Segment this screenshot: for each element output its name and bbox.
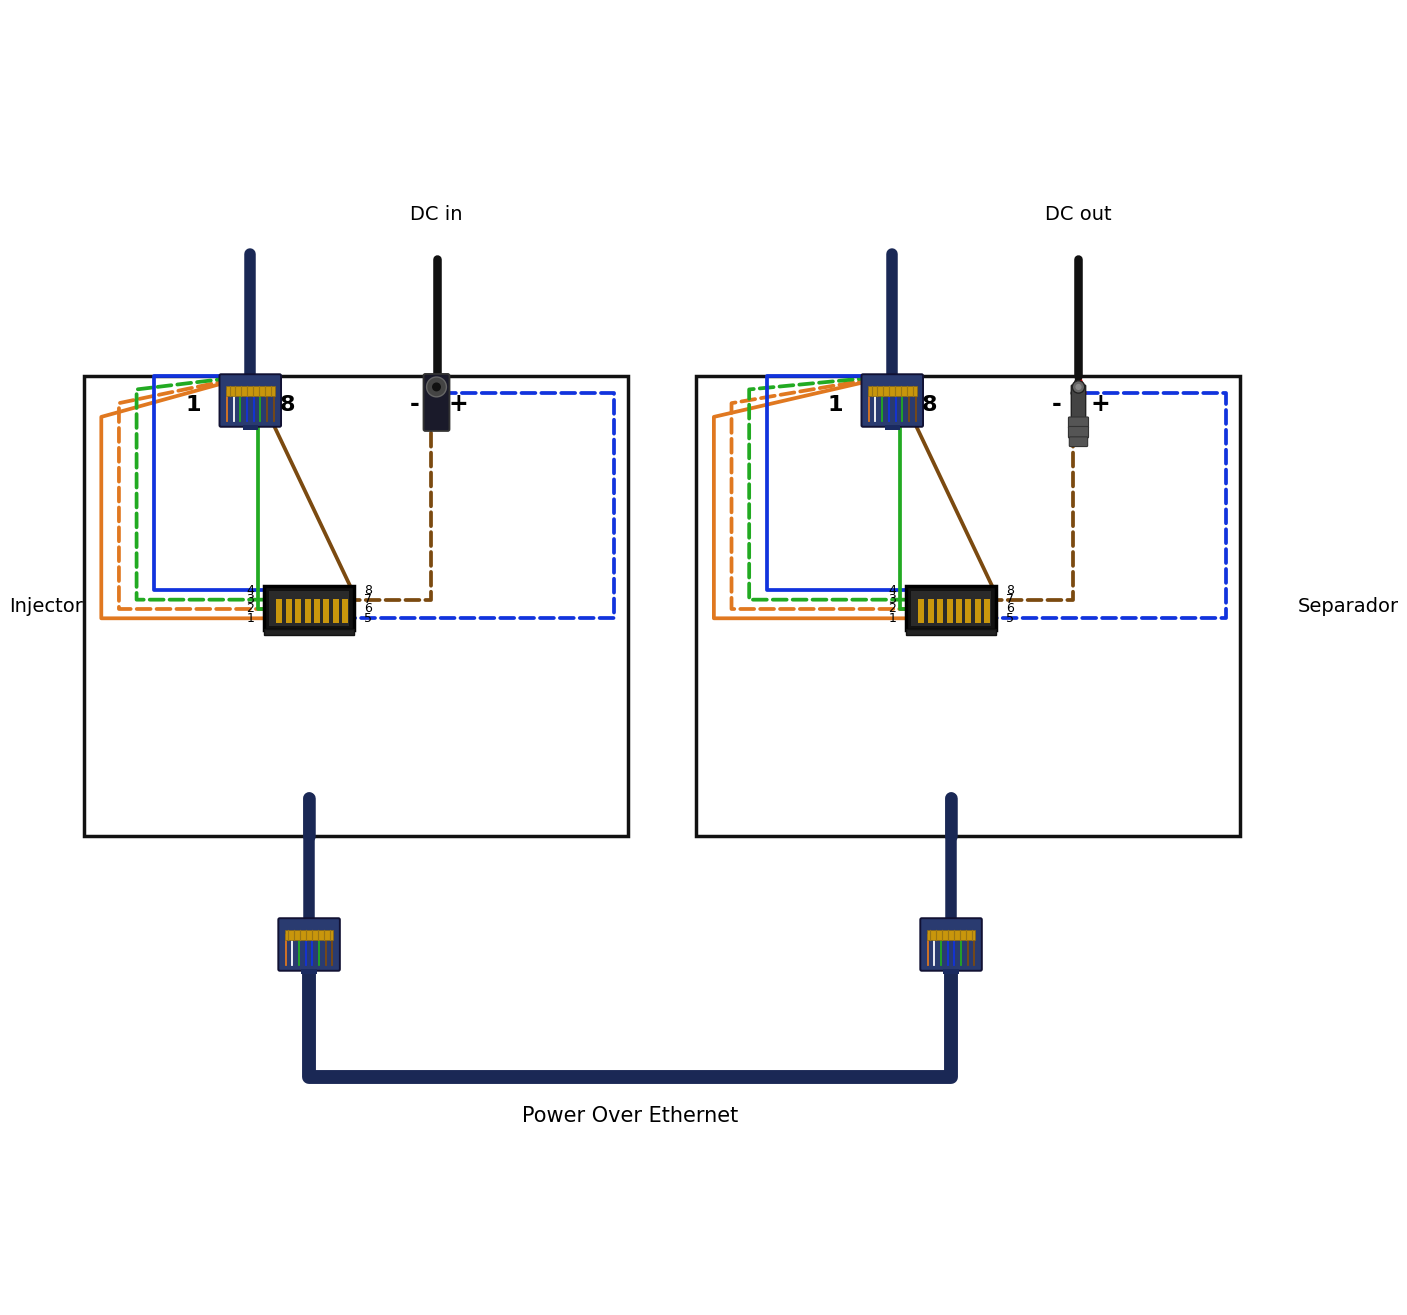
Bar <box>927 930 975 939</box>
FancyBboxPatch shape <box>1068 426 1089 438</box>
Bar <box>276 598 283 623</box>
FancyBboxPatch shape <box>1069 437 1088 447</box>
Bar <box>985 598 991 623</box>
Bar <box>919 598 924 623</box>
Bar <box>301 969 317 974</box>
Bar <box>947 598 953 623</box>
FancyBboxPatch shape <box>219 375 281 427</box>
Bar <box>975 598 981 623</box>
Text: 1: 1 <box>246 611 255 625</box>
Bar <box>906 629 996 635</box>
Text: 8: 8 <box>1006 584 1014 597</box>
Bar <box>696 376 1240 836</box>
FancyBboxPatch shape <box>920 918 982 970</box>
Bar <box>83 376 628 836</box>
Bar <box>333 598 339 623</box>
Bar <box>284 930 333 939</box>
Text: 8: 8 <box>922 394 937 416</box>
Text: 6: 6 <box>1006 602 1014 615</box>
FancyBboxPatch shape <box>861 375 923 427</box>
Bar <box>910 590 991 626</box>
Text: DC in: DC in <box>411 205 463 224</box>
Bar <box>242 425 257 430</box>
Bar <box>269 590 349 626</box>
Circle shape <box>1072 381 1085 393</box>
Bar <box>937 598 943 623</box>
Bar <box>927 598 934 623</box>
Text: 7: 7 <box>1006 593 1014 606</box>
FancyBboxPatch shape <box>424 373 449 431</box>
Text: -: - <box>1052 392 1062 416</box>
Text: Injector: Injector <box>10 597 83 615</box>
Text: 5: 5 <box>1006 611 1014 625</box>
Bar <box>944 969 958 974</box>
Circle shape <box>1075 384 1082 391</box>
Circle shape <box>426 377 446 397</box>
Bar <box>868 385 916 396</box>
Bar <box>342 598 349 623</box>
Bar <box>955 598 962 623</box>
Text: DC out: DC out <box>1045 205 1112 224</box>
Text: -: - <box>409 392 419 416</box>
Bar <box>227 385 274 396</box>
Text: +: + <box>1090 392 1110 416</box>
Bar <box>885 425 900 430</box>
Bar <box>324 598 329 623</box>
Bar <box>304 598 311 623</box>
Text: 6: 6 <box>364 602 371 615</box>
Text: 8: 8 <box>364 584 371 597</box>
Text: Separador: Separador <box>1297 597 1399 615</box>
Bar <box>906 586 996 630</box>
Text: 1: 1 <box>827 394 843 416</box>
Bar <box>263 629 355 635</box>
Bar <box>314 598 319 623</box>
Text: 7: 7 <box>364 593 371 606</box>
FancyBboxPatch shape <box>1071 385 1086 427</box>
FancyBboxPatch shape <box>279 918 340 970</box>
Bar <box>965 598 971 623</box>
Bar <box>286 598 291 623</box>
Text: +: + <box>449 392 469 416</box>
Text: 3: 3 <box>888 593 896 606</box>
Text: 1: 1 <box>888 611 896 625</box>
Bar <box>263 586 355 630</box>
Text: 2: 2 <box>888 602 896 615</box>
Text: 1: 1 <box>186 394 201 416</box>
Circle shape <box>432 383 440 392</box>
Text: 8: 8 <box>280 394 295 416</box>
Text: 4: 4 <box>888 584 896 597</box>
Text: 5: 5 <box>364 611 371 625</box>
Text: 2: 2 <box>246 602 255 615</box>
Bar <box>295 598 301 623</box>
Text: 4: 4 <box>246 584 255 597</box>
Text: 3: 3 <box>246 593 255 606</box>
Text: Power Over Ethernet: Power Over Ethernet <box>522 1106 739 1126</box>
FancyBboxPatch shape <box>1068 417 1089 429</box>
